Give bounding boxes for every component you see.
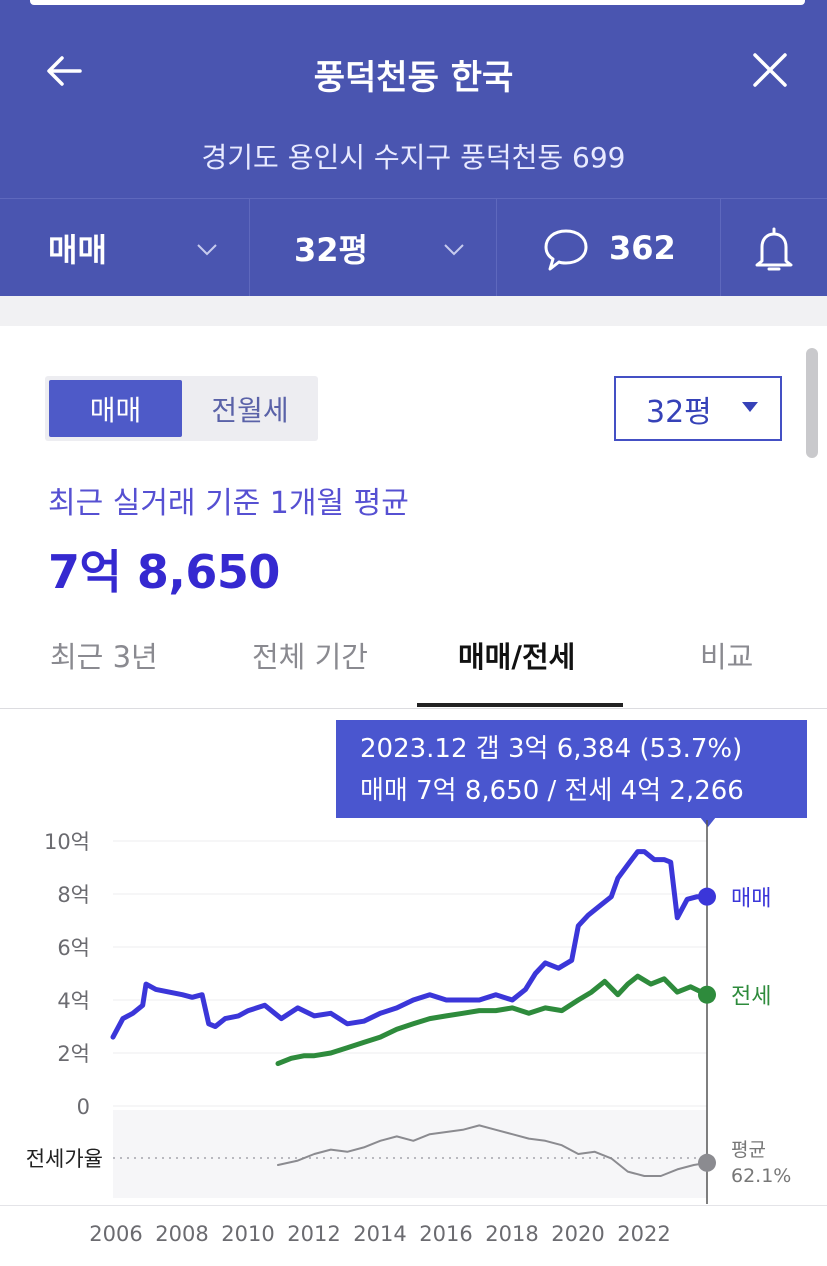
jeonse-end-label: 전세: [731, 985, 771, 1010]
y-tick-label: 10억: [44, 830, 90, 854]
section-divider: [0, 296, 827, 344]
jeonse-series-line: [275, 973, 710, 1067]
trade-type-select[interactable]: 매매: [0, 199, 250, 297]
tab-recent-3y[interactable]: 최근 3년: [50, 640, 158, 674]
sale-end-point[interactable]: [698, 887, 716, 906]
chevron-down-icon: [444, 244, 464, 256]
app-header: 풍덕천동 한국 경기도 용인시 수지구 풍덕천동 699 매매 32평 362: [0, 8, 827, 297]
x-tick-label: 2016: [419, 1222, 473, 1246]
address-text: 경기도 용인시 수지구 풍덕천동 699: [201, 141, 626, 174]
x-tick-label: 2012: [287, 1222, 341, 1246]
chevron-down-icon: [197, 244, 217, 256]
y-tick-label: 2억: [57, 1042, 90, 1066]
ratio-series-line: [277, 1124, 708, 1177]
tooltip-line-2: 매매 7억 8,650 / 전세 4억 2,266: [360, 776, 744, 806]
y-tick-label: 6억: [57, 936, 90, 960]
active-tab-indicator: [417, 703, 623, 707]
x-tick-label: 2006: [89, 1222, 143, 1246]
top-strip: [0, 0, 827, 8]
y-tick-label: 8억: [57, 883, 90, 907]
bell-icon: [755, 227, 793, 271]
ratio-end-point[interactable]: [698, 1153, 716, 1172]
x-tick-label: 2008: [155, 1222, 209, 1246]
page-title: 풍덕천동 한국: [313, 58, 514, 98]
x-tick-label: 2010: [221, 1222, 275, 1246]
ratio-label: 전세가율: [26, 1147, 103, 1171]
segment-rent[interactable]: 전월세: [211, 393, 289, 427]
tooltip-line-1: 2023.12 갭 3억 6,384 (53.7%): [360, 734, 743, 764]
comment-count: 362: [609, 229, 676, 267]
size-dropdown[interactable]: 32평: [614, 376, 782, 441]
back-arrow-icon[interactable]: [40, 46, 90, 96]
speech-bubble-icon: [544, 229, 588, 271]
x-tick-label: 2022: [617, 1222, 671, 1246]
sale-series-line: [110, 849, 710, 1040]
trade-segment: 매매 전월세: [45, 376, 318, 441]
ratio-panel-bg: [113, 1110, 707, 1198]
y-tick-label: 0: [77, 1095, 90, 1119]
alert-button[interactable]: [721, 199, 827, 297]
x-tick-label: 2014: [353, 1222, 407, 1246]
average-price: 7억 8,650: [48, 545, 280, 599]
tab-all-period[interactable]: 전체 기간: [252, 640, 368, 674]
y-tick-label: 4억: [57, 989, 90, 1013]
size-dropdown-value: 32평: [646, 394, 712, 430]
toolbar: 매매 32평 362: [0, 198, 827, 297]
chart-tooltip: 2023.12 갭 3억 6,384 (53.7%) 매매 7억 8,650 /…: [336, 720, 807, 818]
sale-end-label: 매매: [731, 887, 771, 912]
caret-down-icon: [742, 402, 758, 412]
tab-sale-jeonse[interactable]: 매매/전세: [458, 640, 576, 674]
size-value: 32평: [294, 231, 368, 269]
ratio-average-value: 62.1%: [731, 1165, 791, 1187]
tooltip-pointer: [700, 817, 716, 827]
close-icon[interactable]: [748, 48, 792, 92]
comments-button[interactable]: 362: [497, 199, 721, 297]
segment-sale[interactable]: 매매: [49, 380, 182, 437]
size-select[interactable]: 32평: [250, 199, 497, 297]
price-basis-label: 최근 실거래 기준 1개월 평균: [48, 486, 409, 521]
jeonse-end-point[interactable]: [698, 985, 716, 1004]
axis-divider: [0, 1205, 827, 1206]
trade-type-value: 매매: [48, 231, 107, 269]
chart-tabs: 최근 3년 전체 기간 매매/전세 비교: [0, 616, 827, 709]
scrollbar[interactable]: [806, 348, 818, 458]
tab-compare[interactable]: 비교: [700, 640, 754, 674]
ratio-average-label: 평균: [731, 1139, 766, 1161]
x-tick-label: 2018: [485, 1222, 539, 1246]
x-tick-label: 2020: [551, 1222, 605, 1246]
